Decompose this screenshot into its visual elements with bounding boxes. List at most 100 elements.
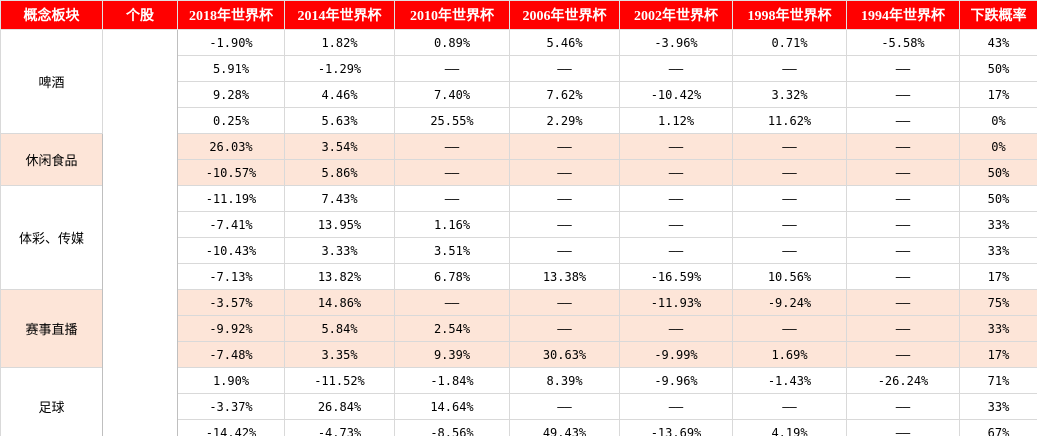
- table-row: 休闲食品 26.03% 3.54% —— —— —— —— —— 0%: [0, 133, 1037, 186]
- return-cell: ——: [509, 159, 620, 186]
- return-cell: 7.40%: [394, 81, 510, 108]
- table-row: 足球 1.90% -11.52% -1.84% 8.39% -9.96% -1.43% -26…: [0, 367, 1037, 436]
- return-cell: -3.37%: [177, 393, 285, 420]
- table-row: -7.13% 13.82% 6.78% 13.38% -16.59% 10.56% —— 17…: [1, 263, 1037, 290]
- decline-rate-cell: 33%: [959, 211, 1037, 238]
- return-cell: -26.24%: [846, 367, 960, 394]
- return-cell: ——: [509, 185, 620, 212]
- return-cell: 30.63%: [509, 341, 620, 368]
- return-cell: ——: [846, 289, 960, 316]
- return-cell: ——: [509, 211, 620, 238]
- table-row: 5.91% -1.29% —— —— —— —— —— 50%: [1, 55, 1037, 82]
- return-cell: 13.95%: [284, 211, 395, 238]
- return-cell: -14.42%: [177, 419, 285, 436]
- return-cell: 0.25%: [177, 107, 285, 134]
- return-cell: 9.39%: [394, 341, 510, 368]
- return-cell: ——: [619, 159, 733, 186]
- table-row: -10.57% 5.86% —— —— —— —— —— 50%: [1, 159, 1037, 186]
- return-cell: 0.89%: [394, 29, 510, 56]
- return-cell: 0.71%: [732, 29, 847, 56]
- return-cell: -11.52%: [284, 367, 395, 394]
- return-cell: 11.62%: [732, 107, 847, 134]
- return-cell: 1.69%: [732, 341, 847, 368]
- header-wc2014: 2014年世界杯: [284, 0, 395, 30]
- return-cell: -10.57%: [177, 159, 285, 186]
- decline-rate-cell: 17%: [959, 263, 1037, 290]
- return-cell: ——: [846, 55, 960, 82]
- decline-rate-cell: 75%: [959, 289, 1037, 316]
- return-cell: ——: [394, 185, 510, 212]
- return-cell: 13.38%: [509, 263, 620, 290]
- return-cell: ——: [732, 55, 847, 82]
- return-cell: ——: [509, 315, 620, 342]
- return-cell: 5.63%: [284, 107, 395, 134]
- return-cell: -1.84%: [394, 367, 510, 394]
- header-wc2002: 2002年世界杯: [619, 0, 733, 30]
- decline-rate-cell: 17%: [959, 81, 1037, 108]
- table-body: 啤酒 -1.90% 1.82% 0.89% 5.46% -3.96% 0.71% -5.58%…: [0, 29, 1037, 436]
- table-row: -7.48% 3.35% 9.39% 30.63% -9.99% 1.69% —— 17%: [1, 341, 1037, 368]
- return-cell: 8.39%: [509, 367, 620, 394]
- return-cell: ——: [394, 55, 510, 82]
- return-cell: -3.96%: [619, 29, 733, 56]
- return-cell: -9.96%: [619, 367, 733, 394]
- return-cell: ——: [509, 55, 620, 82]
- return-cell: 3.35%: [284, 341, 395, 368]
- return-cell: 3.33%: [284, 237, 395, 264]
- return-cell: 7.62%: [509, 81, 620, 108]
- decline-rate-cell: 0%: [959, 107, 1037, 134]
- return-cell: 25.55%: [394, 107, 510, 134]
- return-cell: 14.86%: [284, 289, 395, 316]
- return-cell: ——: [619, 133, 733, 160]
- return-cell: -3.57%: [177, 289, 285, 316]
- header-stock: 个股: [102, 0, 178, 30]
- return-cell: -7.13%: [177, 263, 285, 290]
- return-cell: 4.46%: [284, 81, 395, 108]
- table-row: -14.42% -4.73% -8.56% 49.43% -13.69% 4.19% —— 6…: [1, 419, 1037, 436]
- header-concept: 概念板块: [0, 0, 103, 30]
- return-cell: 5.86%: [284, 159, 395, 186]
- table-row: 体彩、传媒 -11.19% 7.43% —— —— —— —— —— 50%: [0, 185, 1037, 290]
- return-cell: 49.43%: [509, 419, 620, 436]
- return-cell: 1.16%: [394, 211, 510, 238]
- return-cell: ——: [732, 237, 847, 264]
- return-cell: 13.82%: [284, 263, 395, 290]
- return-cell: 4.19%: [732, 419, 847, 436]
- return-cell: ——: [619, 315, 733, 342]
- table-row: -10.43% 3.33% 3.51% —— —— —— —— 33%: [1, 237, 1037, 264]
- decline-rate-cell: 50%: [959, 185, 1037, 212]
- return-cell: ——: [619, 55, 733, 82]
- return-cell: ——: [846, 211, 960, 238]
- return-cell: ——: [732, 315, 847, 342]
- return-cell: -8.56%: [394, 419, 510, 436]
- concept-cell: 体彩、传媒: [0, 185, 103, 290]
- return-cell: 3.51%: [394, 237, 510, 264]
- return-cell: 9.28%: [177, 81, 285, 108]
- header-row: 概念板块 个股 2018年世界杯 2014年世界杯 2010年世界杯 2006年…: [0, 0, 1037, 30]
- table-row: 啤酒 -1.90% 1.82% 0.89% 5.46% -3.96% 0.71% -5.58%…: [0, 29, 1037, 436]
- return-cell: 2.29%: [509, 107, 620, 134]
- return-cell: -16.59%: [619, 263, 733, 290]
- decline-rate-cell: 43%: [959, 29, 1037, 56]
- return-cell: ——: [509, 133, 620, 160]
- return-cell: ——: [846, 133, 960, 160]
- header-wc1994: 1994年世界杯: [846, 0, 960, 30]
- return-cell: -1.90%: [177, 29, 285, 56]
- return-cell: ——: [846, 341, 960, 368]
- return-cell: 2.54%: [394, 315, 510, 342]
- return-cell: ——: [846, 81, 960, 108]
- concept-cell: 啤酒: [0, 29, 103, 134]
- return-cell: -5.58%: [846, 29, 960, 56]
- return-cell: 1.90%: [177, 367, 285, 394]
- table-row: -9.92% 5.84% 2.54% —— —— —— —— 33%: [1, 315, 1037, 342]
- header-decline-rate: 下跌概率: [959, 0, 1037, 30]
- decline-rate-cell: 33%: [959, 393, 1037, 420]
- decline-rate-cell: 50%: [959, 55, 1037, 82]
- return-cell: -9.92%: [177, 315, 285, 342]
- concept-cell: 足球: [0, 367, 103, 436]
- return-cell: -11.93%: [619, 289, 733, 316]
- return-cell: 3.32%: [732, 81, 847, 108]
- return-cell: -9.24%: [732, 289, 847, 316]
- return-cell: 26.03%: [177, 133, 285, 160]
- return-cell: ——: [509, 393, 620, 420]
